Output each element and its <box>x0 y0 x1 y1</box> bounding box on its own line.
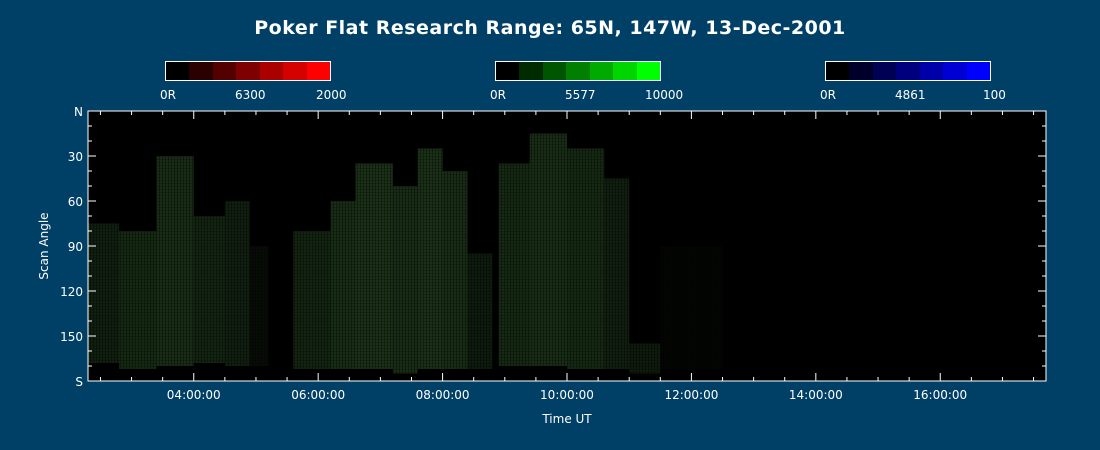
y-tick-label: 60 <box>68 195 83 209</box>
colorbar-blue-swatch <box>896 62 920 80</box>
colorbar-red-swatch <box>212 62 237 80</box>
colorbar-green-swatch <box>496 62 520 80</box>
x-tick-label: 08:00:00 <box>416 388 470 402</box>
x-tick-label: 06:00:00 <box>291 388 345 402</box>
y-tick-label: N <box>74 105 83 119</box>
colorbar-red <box>165 61 331 81</box>
colorbar-blue-swatch <box>919 62 944 80</box>
colorbar-green-swatch <box>519 62 543 80</box>
colorbar-blue-swatch <box>943 62 967 80</box>
colorbar-red-swatch <box>259 62 284 80</box>
colorbar-green-min-label: 0R <box>490 88 506 102</box>
y-tick-label: S <box>75 375 83 389</box>
y-tick-label: 90 <box>68 240 83 254</box>
y-tick-label: 30 <box>68 150 83 164</box>
colorbar-green-swatch <box>589 62 614 80</box>
colorbar-green-swatch <box>636 62 660 80</box>
colorbar-blue <box>825 61 991 81</box>
x-tick-label: 04:00:00 <box>167 388 221 402</box>
colorbar-blue-swatch <box>872 62 897 80</box>
texture-overlay <box>88 111 1046 381</box>
colorbar-blue-mid-label: 4861 <box>895 88 926 102</box>
colorbar-red-swatch <box>189 62 213 80</box>
y-axis-label: Scan Angle <box>37 212 51 279</box>
colorbar-green-swatch <box>613 62 637 80</box>
chart-title: Poker Flat Research Range: 65N, 147W, 13… <box>254 17 846 39</box>
colorbar-blue-swatch <box>849 62 873 80</box>
colorbar-green-max-label: 10000 <box>645 88 684 102</box>
colorbar-blue-max-label: 100 <box>983 88 1006 102</box>
y-tick-label: 120 <box>60 285 83 299</box>
colorbar-red-swatch <box>306 62 330 80</box>
colorbar-red-max-label: 2000 <box>316 88 347 102</box>
colorbar-blue-min-label: 0R <box>820 88 836 102</box>
y-tick-labels: N 30 60 90 120 150 S <box>60 105 83 389</box>
colorbar-green-mid-label: 5577 <box>565 88 596 102</box>
y-tick-label: 150 <box>60 330 83 344</box>
colorbar-red-mid-label: 6300 <box>235 88 266 102</box>
x-tick-label: 16:00:00 <box>913 388 967 402</box>
colorbar-red-swatch <box>166 62 190 80</box>
axis-ticks <box>88 110 1046 382</box>
x-tick-label: 12:00:00 <box>664 388 718 402</box>
colorbar-green-swatch <box>542 62 567 80</box>
x-axis-label: Time UT <box>541 412 592 426</box>
colorbar-red-swatch <box>283 62 307 80</box>
colorbar-red-swatch <box>236 62 260 80</box>
x-tick-label: 14:00:00 <box>789 388 843 402</box>
colorbar-green-swatch <box>566 62 590 80</box>
x-tick-labels: 04:00:00 06:00:00 08:00:00 10:00:00 12:00:00… <box>167 388 967 402</box>
colorbar-red-min-label: 0R <box>160 88 176 102</box>
x-tick-label: 10:00:00 <box>540 388 594 402</box>
colorbar-green <box>495 61 661 81</box>
colorbar-blue-swatch <box>826 62 850 80</box>
colorbar-blue-swatch <box>966 62 990 80</box>
